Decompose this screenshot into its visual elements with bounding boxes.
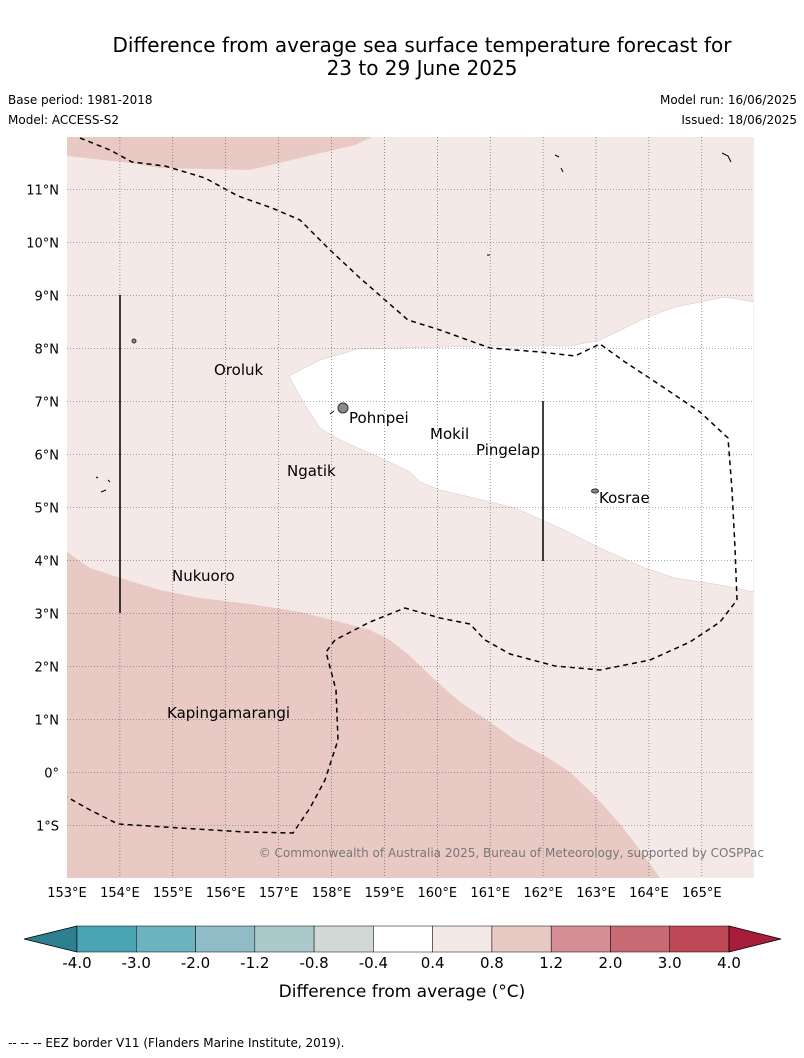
colorbar-segment [550, 925, 611, 953]
legend-colorbar [23, 925, 782, 953]
eez-footnote: -- -- -- EEZ border V11 (Flanders Marine… [8, 1036, 345, 1050]
lon-label: 163°E [576, 886, 616, 901]
place-label: Pohnpei [349, 409, 409, 427]
colorbar-tick-label: 0.4 [421, 954, 445, 972]
colorbar-high-extend [728, 925, 782, 953]
colorbar-segment [313, 925, 374, 953]
colorbar-segment [136, 925, 196, 953]
colorbar-segment [491, 925, 552, 953]
page-subtitle: 23 to 29 June 2025 [326, 56, 518, 80]
lon-label: 165°E [682, 886, 722, 901]
colorbar-low-extend [23, 925, 78, 953]
lon-label: 161°E [470, 886, 510, 901]
lat-label: 8°N [35, 343, 60, 358]
copyright-notice: © Commonwealth of Australia 2025, Bureau… [259, 846, 764, 860]
lat-label: 5°N [35, 502, 60, 517]
colorbar-tick-label: 2.0 [599, 954, 623, 972]
issued-date: Issued: 18/06/2025 [681, 113, 797, 127]
colorbar-tick-label: -1.2 [240, 954, 269, 972]
colorbar-tick-label: 0.8 [480, 954, 504, 972]
place-label: Pingelap [476, 441, 540, 459]
lon-label: 155°E [153, 886, 193, 901]
colorbar-segment [195, 925, 256, 953]
place-label: Oroluk [214, 361, 263, 379]
colorbar-tick-label: -2.0 [181, 954, 210, 972]
colorbar-tick-label: -4.0 [62, 954, 91, 972]
place-label: Ngatik [287, 462, 336, 480]
lat-label: 6°N [35, 449, 60, 464]
place-label: Nukuoro [172, 567, 235, 585]
legend-label: Difference from average (°C) [279, 982, 526, 1002]
lat-label: 10°N [26, 237, 59, 252]
anomaly-0-8-to-1-2-southwest [67, 552, 660, 878]
colorbar-segment [669, 925, 730, 953]
lon-label: 153°E [47, 886, 87, 901]
colorbar-segment [254, 925, 315, 953]
colorbar-segment [432, 925, 493, 953]
lon-label: 159°E [365, 886, 405, 901]
anomaly-0-8-to-1-2-north [67, 137, 372, 170]
colorbar-tick-label: -0.4 [359, 954, 388, 972]
colorbar-tick-label: 3.0 [658, 954, 682, 972]
colorbar-tick-label: -0.8 [299, 954, 328, 972]
base-period: Base period: 1981-2018 [8, 93, 153, 107]
lat-label: 0° [44, 767, 59, 782]
model-name: Model: ACCESS-S2 [8, 113, 120, 127]
map-gridlines [67, 137, 754, 878]
model-run: Model run: 16/06/2025 [659, 93, 797, 107]
colorbar-tick-label: 4.0 [717, 954, 741, 972]
lat-label: 1°N [35, 714, 60, 729]
lon-label: 157°E [259, 886, 299, 901]
islands [131, 338, 599, 494]
lon-label: 162°E [523, 886, 563, 901]
lon-label: 154°E [100, 886, 140, 901]
place-label: Kapingamarangi [167, 704, 290, 722]
lat-label: 1°S [36, 820, 59, 835]
colorbar-segment [76, 925, 137, 953]
lat-label: 7°N [35, 396, 60, 411]
page-title: Difference from average sea surface temp… [112, 33, 732, 57]
anomaly-neutral-region [288, 296, 754, 593]
colorbar-segment [610, 925, 670, 953]
lon-label: 164°E [629, 886, 669, 901]
lat-label: 11°N [26, 184, 59, 199]
lat-label: 4°N [35, 555, 60, 570]
sst-anomaly-map: Oroluk Pohnpei Mokil Pingelap Ngatik Kosrae Nu… [23, 137, 782, 1002]
place-label: Mokil [430, 425, 469, 443]
eez-borders [67, 137, 738, 834]
lat-label: 9°N [35, 290, 60, 305]
lat-label: 3°N [35, 608, 60, 623]
colorbar-tick-label: 1.2 [539, 954, 563, 972]
lon-label: 158°E [312, 886, 352, 901]
lon-label: 156°E [206, 886, 246, 901]
place-label: Kosrae [599, 489, 650, 507]
lat-label: 2°N [35, 661, 60, 676]
atoll-outlines [95, 152, 732, 493]
lon-label: 160°E [418, 886, 458, 901]
colorbar-tick-label: -3.0 [122, 954, 151, 972]
colorbar-segment [373, 925, 433, 953]
